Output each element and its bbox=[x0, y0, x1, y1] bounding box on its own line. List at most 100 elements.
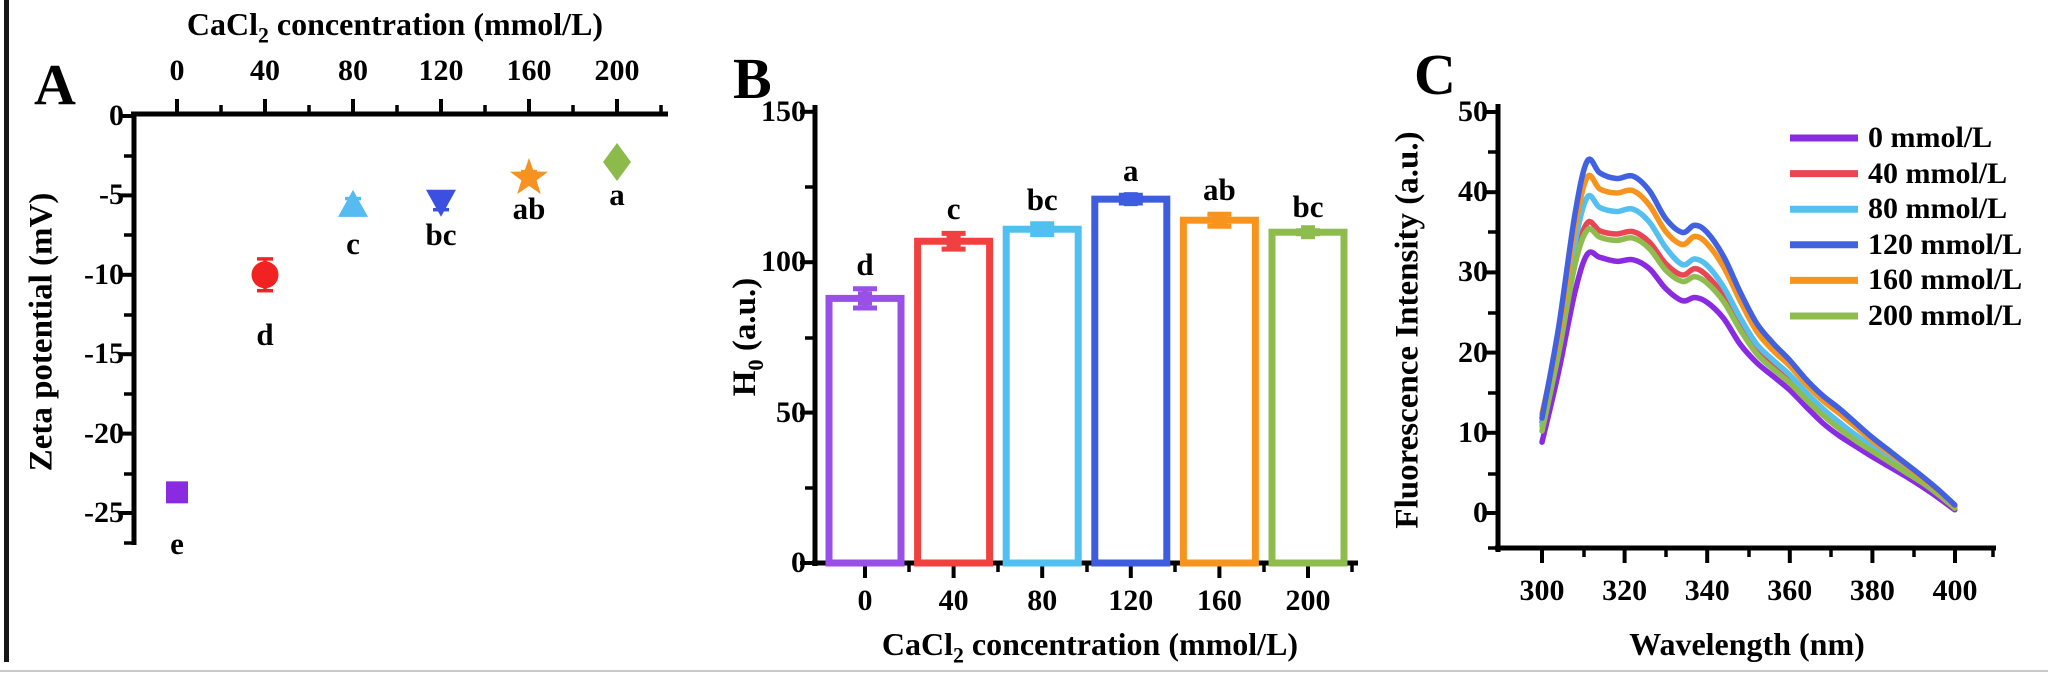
star-marker bbox=[510, 157, 548, 195]
panel-b-sig-letter: d bbox=[856, 246, 874, 282]
panel-c-x-tick-label: 320 bbox=[1602, 574, 1648, 607]
panel-a-sig-letter: c bbox=[346, 225, 360, 261]
panel-a-title-pre: CaCl bbox=[186, 6, 259, 42]
bar bbox=[914, 237, 994, 567]
panel-a-y-tick-label: 0 bbox=[109, 99, 124, 132]
curve-200-mmol-L bbox=[1539, 226, 1958, 511]
diamond-marker bbox=[603, 143, 631, 182]
bar bbox=[1179, 216, 1259, 567]
curve-0-mmol-L bbox=[1539, 249, 1958, 513]
panel-a-point-200 bbox=[603, 143, 631, 182]
page-bottom-border bbox=[0, 670, 2048, 672]
panel-a-x-tick-label: 200 bbox=[594, 54, 640, 87]
bar bbox=[825, 294, 905, 567]
panel-a-y-tick-label: -20 bbox=[84, 416, 124, 450]
bar-mean-marker bbox=[1035, 222, 1050, 237]
panel-b-bar-80 bbox=[1002, 221, 1082, 567]
legend-label: 40 mmol/L bbox=[1868, 156, 2008, 190]
panel-c-x-tick-label: 340 bbox=[1684, 574, 1730, 607]
panel-c-x-tick-label: 400 bbox=[1932, 574, 1978, 607]
panel-a-x-axis-title: CaCl2 concentration (mmol/L) bbox=[95, 6, 695, 48]
panel-b-sig-letter: ab bbox=[1203, 172, 1236, 208]
panel-a-y-tick-label: -10 bbox=[84, 257, 124, 291]
legend-label: 0 mmol/L bbox=[1868, 121, 1993, 154]
panel-a-sig-letter: a bbox=[609, 177, 625, 213]
panel-b-sig-letter: a bbox=[1123, 153, 1139, 189]
panel-c-y-tick-label: 40 bbox=[1458, 175, 1488, 209]
panel-b-y-tick-label: 0 bbox=[791, 546, 806, 579]
panel-b-x-tick-label: 80 bbox=[1027, 584, 1058, 617]
panel-c-x-axis-title: Wavelength (nm) bbox=[1629, 626, 1865, 662]
legend-label: 160 mmol/L bbox=[1868, 263, 2023, 297]
panel-b-y-tick-label: 150 bbox=[761, 94, 806, 128]
panel-b-sig-letter: c bbox=[946, 191, 961, 227]
panel-a-y-tick-label: -25 bbox=[84, 496, 124, 529]
square-marker bbox=[166, 481, 188, 504]
panel-b-y-tick-label: 100 bbox=[761, 245, 806, 279]
curve-120-mmol-L bbox=[1539, 156, 1958, 508]
legend-label: 80 mmol/L bbox=[1868, 192, 2008, 226]
panel-b-x-tick-label: 120 bbox=[1108, 584, 1154, 617]
panel-a-sig-letter: e bbox=[170, 526, 184, 562]
panel-c-x-tick-label: 380 bbox=[1849, 574, 1895, 607]
panel-b-plot bbox=[800, 105, 1358, 578]
panel-b-bar-0 bbox=[825, 286, 905, 567]
panel-a-point-0 bbox=[166, 481, 188, 504]
legend-label: 120 mmol/L bbox=[1868, 227, 2023, 261]
panel-c-y-tick-label: 10 bbox=[1458, 415, 1488, 449]
bar-mean-marker bbox=[1123, 192, 1138, 207]
panel-a-title-sub: 2 bbox=[258, 23, 269, 48]
panel-c-y-tick-label: 20 bbox=[1458, 335, 1488, 369]
panel-a-sig-letter: ab bbox=[512, 190, 546, 226]
panel-b-x-tick-label: 0 bbox=[857, 584, 873, 617]
panel-b-x-tick-label: 40 bbox=[938, 584, 969, 617]
panel-a-x-tick-label: 120 bbox=[418, 54, 464, 87]
bar-mean-marker bbox=[858, 291, 872, 306]
panel-a-title-post: concentration (mmol/L) bbox=[268, 6, 604, 42]
panel-b-bar-40 bbox=[914, 230, 994, 567]
panel-b-xlabel-sub: 2 bbox=[953, 643, 964, 668]
bar-mean-marker bbox=[1212, 213, 1227, 228]
triangle-down-marker bbox=[426, 189, 456, 217]
panel-c-y-tick-label: 0 bbox=[1473, 496, 1488, 529]
panel-c-x-tick-label: 360 bbox=[1767, 574, 1813, 607]
panel-c-y-tick-label: 50 bbox=[1458, 95, 1488, 128]
panel-a-y-tick-label: -15 bbox=[84, 337, 124, 371]
panel-a-point-40 bbox=[251, 257, 279, 293]
legend-label: 200 mmol/L bbox=[1868, 299, 2023, 332]
panel-a-plot bbox=[119, 99, 668, 545]
panel-c-plot bbox=[1483, 104, 1996, 563]
panel-b-x-tick-label: 200 bbox=[1285, 584, 1331, 617]
panel-c-label: C bbox=[1414, 42, 1456, 107]
panel-b-xlabel-pre: CaCl bbox=[881, 626, 954, 662]
curve-80-mmol-L bbox=[1539, 192, 1958, 510]
panel-a-x-tick-label: 40 bbox=[250, 54, 280, 87]
bar bbox=[1091, 195, 1171, 567]
bar bbox=[1268, 228, 1348, 567]
panel-b-sig-letter: bc bbox=[1292, 188, 1324, 224]
panel-a-x-tick-label: 80 bbox=[338, 54, 368, 87]
triangle-up-marker bbox=[338, 189, 368, 217]
panel-a-point-80 bbox=[338, 189, 368, 217]
panel-b-sig-letter: bc bbox=[1026, 181, 1058, 217]
panel-a-point-160 bbox=[510, 157, 548, 195]
panel-b-bar-120 bbox=[1091, 192, 1171, 567]
bar bbox=[1002, 225, 1082, 567]
bar-mean-marker bbox=[1301, 225, 1315, 240]
panel-c-legend bbox=[1790, 134, 1858, 320]
panel-a-point-120 bbox=[426, 189, 456, 217]
panel-b-bar-200 bbox=[1268, 225, 1348, 567]
panel-a-sig-letter: bc bbox=[425, 216, 457, 252]
panel-b-xlabel-post: concentration (mmol/L) bbox=[963, 626, 1299, 662]
panel-b-y-tick-label: 50 bbox=[776, 395, 806, 429]
panel-b-x-axis-title: CaCl2 concentration (mmol/L) bbox=[790, 626, 1390, 668]
panel-a-label: A bbox=[34, 52, 76, 117]
panel-b-x-tick-label: 160 bbox=[1196, 584, 1242, 617]
panel-b-bar-160 bbox=[1179, 211, 1259, 567]
panel-c-y-tick-label: 30 bbox=[1458, 255, 1488, 289]
page-left-border bbox=[4, 0, 9, 662]
panel-a-x-tick-label: 0 bbox=[169, 54, 185, 87]
panel-a-x-tick-label: 160 bbox=[506, 54, 552, 87]
